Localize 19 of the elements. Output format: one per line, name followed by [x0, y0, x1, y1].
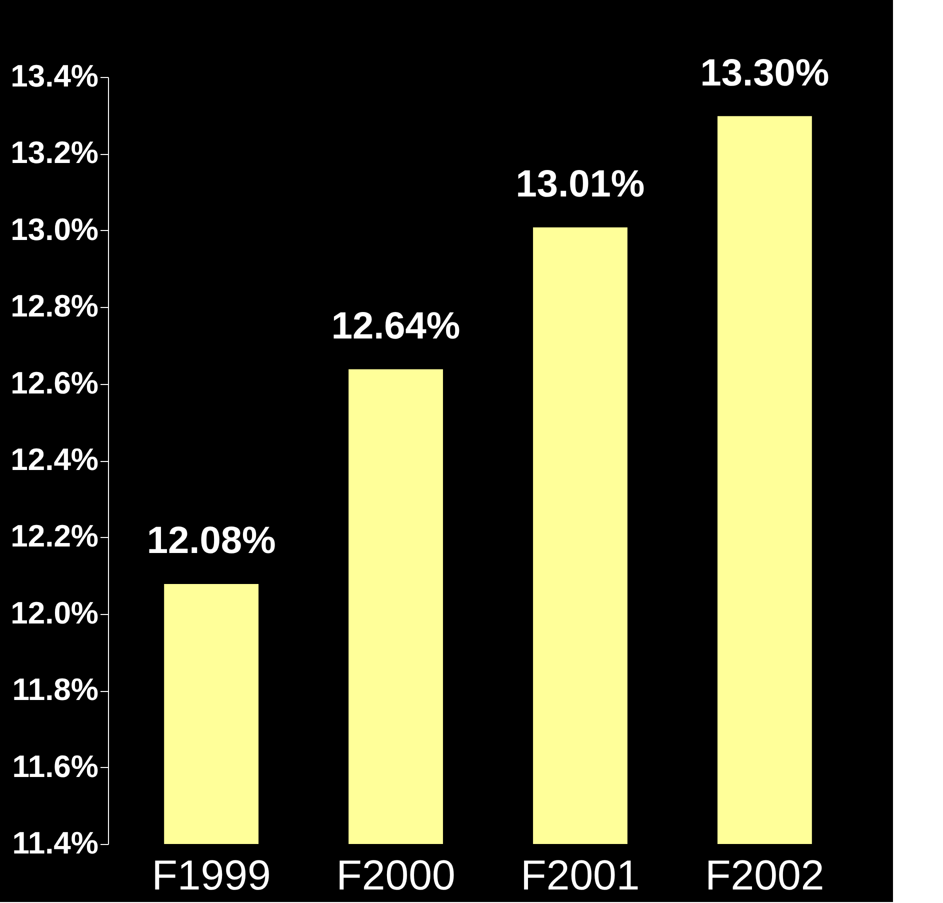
- data-label: 12.08%: [146, 520, 276, 562]
- y-tick-label: 12.0%: [10, 595, 98, 630]
- y-tick-label: 12.4%: [10, 442, 98, 477]
- x-tick-label: F2000: [336, 852, 456, 898]
- y-tick-label: 13.0%: [10, 212, 98, 247]
- y-tick-label: 11.4%: [12, 826, 98, 860]
- y-tick-label: 13.4%: [10, 58, 98, 94]
- y-tick-label: 11.8%: [12, 672, 98, 708]
- data-label: 13.30%: [700, 52, 830, 94]
- y-tick-label: 12.2%: [10, 518, 98, 554]
- x-tick-label: F2001: [520, 852, 640, 898]
- x-tick-label: F2002: [705, 852, 824, 898]
- x-tick-label: F1999: [152, 852, 271, 898]
- y-tick-label: 12.8%: [10, 288, 98, 324]
- y-tick-label: 11.6%: [12, 748, 98, 784]
- y-tick-label: 12.6%: [10, 365, 98, 400]
- data-label: 13.01%: [516, 164, 645, 206]
- data-label: 12.64%: [331, 305, 460, 348]
- y-tick-label: 13.2%: [10, 135, 98, 170]
